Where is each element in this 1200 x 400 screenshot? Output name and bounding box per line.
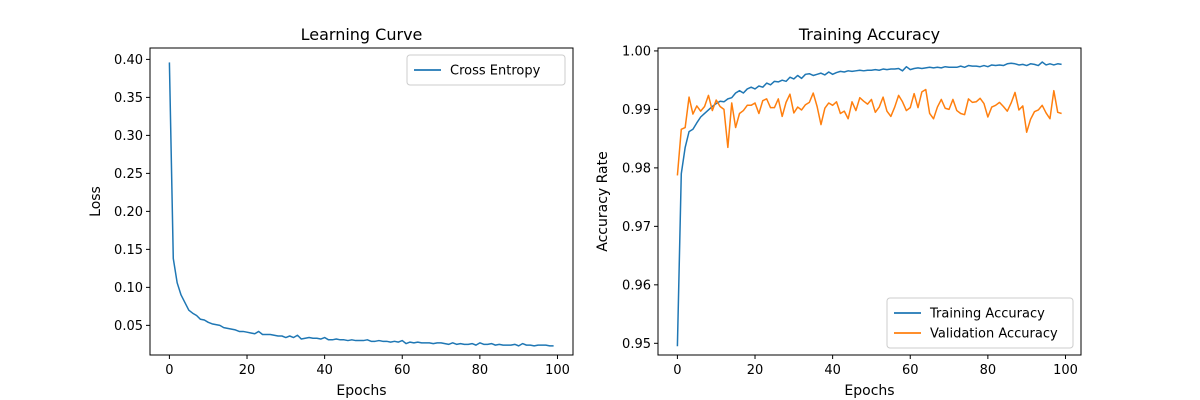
y-tick-label: 0.95 [622, 337, 651, 352]
y-tick-label: 0.98 [622, 161, 651, 176]
y-tick-label: 0.15 [114, 243, 143, 258]
learning-curve-y-axis-label: Loss [88, 186, 104, 217]
y-tick-label: 0.05 [114, 319, 143, 334]
training-accuracy-plot-frame [657, 47, 1082, 356]
training-accuracy-x-axis-label: Epochs [844, 383, 894, 399]
legend-entry-label: Validation Accuracy [930, 327, 1058, 342]
learning-curve-plot-frame [149, 47, 574, 356]
training-accuracy-y-axis-label: Accuracy Rate [595, 151, 611, 251]
y-tick-label: 0.30 [114, 129, 143, 144]
x-tick-label: 20 [239, 363, 256, 378]
x-tick-label: 100 [545, 363, 570, 378]
y-tick-label: 1.00 [622, 44, 651, 59]
x-tick-label: 60 [902, 363, 919, 378]
series-line-training-accuracy [676, 61, 1062, 347]
x-tick-label: 60 [394, 363, 411, 378]
training-accuracy-legend: Training Accuracy Validation Accuracy [886, 297, 1074, 349]
y-tick-label: 0.97 [622, 220, 651, 235]
legend-box [886, 297, 1074, 349]
legend-entry-label: Training Accuracy [929, 307, 1045, 322]
x-tick-label: 0 [673, 363, 681, 378]
x-tick-label: 100 [1053, 363, 1078, 378]
y-tick-label: 0.20 [114, 205, 143, 220]
y-tick-label: 0.10 [114, 281, 143, 296]
learning-curve-legend: Cross Entropy [406, 54, 566, 86]
training-accuracy-title: Training Accuracy [798, 25, 940, 44]
legend-entry-label: Cross Entropy [450, 64, 541, 79]
x-tick-label: 80 [980, 363, 997, 378]
y-tick-label: 0.25 [114, 167, 143, 182]
learning-curve-title: Learning Curve [301, 25, 423, 44]
y-tick-label: 0.99 [622, 103, 651, 118]
learning-curve-chart: 0 20 40 60 80 100 0.05 0.10 0.15 0.20 0.25 0.30 0.35… [88, 25, 574, 399]
x-tick-label: 80 [472, 363, 489, 378]
y-tick-label: 0.40 [114, 53, 143, 68]
x-tick-label: 20 [747, 363, 764, 378]
learning-curve-x-axis-label: Epochs [336, 383, 386, 399]
y-tick-label: 0.35 [114, 91, 143, 106]
training-accuracy-chart: 0 20 40 60 80 100 0.95 0.96 0.97 0.98 0.99 1.00 Trai… [595, 25, 1082, 399]
x-tick-label: 0 [165, 363, 173, 378]
series-line-validation-accuracy [676, 88, 1062, 176]
series-line-cross-entropy [168, 62, 554, 347]
legend-box [406, 54, 566, 86]
y-tick-label: 0.96 [622, 278, 651, 293]
x-tick-label: 40 [316, 363, 333, 378]
x-tick-label: 40 [824, 363, 841, 378]
